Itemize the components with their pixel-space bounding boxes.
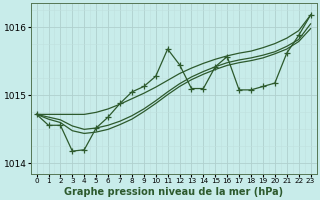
X-axis label: Graphe pression niveau de la mer (hPa): Graphe pression niveau de la mer (hPa) bbox=[64, 187, 283, 197]
